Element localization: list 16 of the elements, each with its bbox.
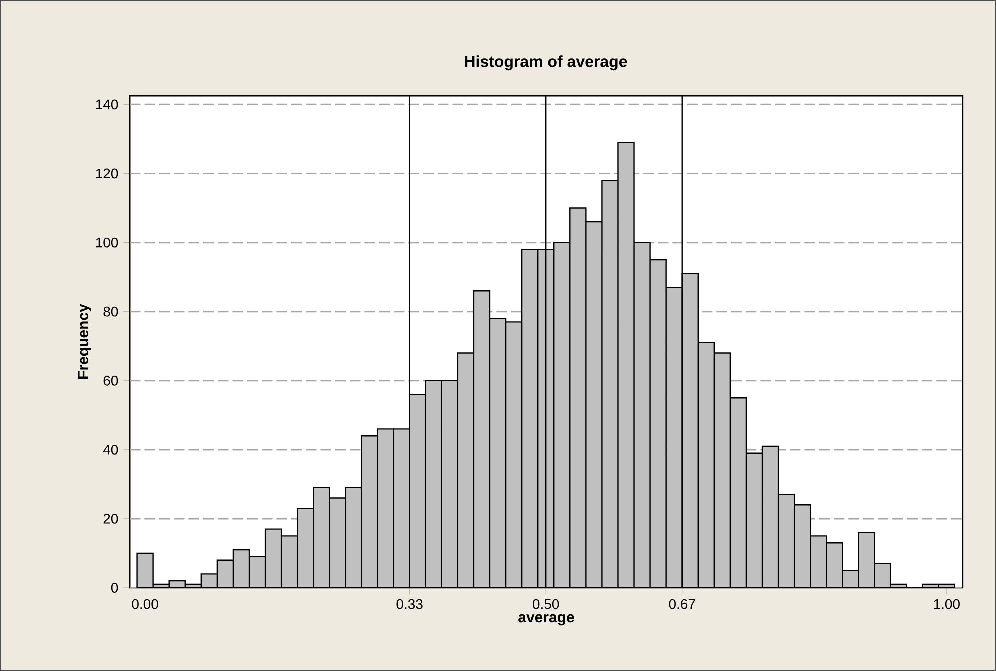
y-tick-label: 20 bbox=[104, 514, 118, 524]
y-tick-label: 80 bbox=[104, 306, 118, 317]
x-tick-label: 0.50 bbox=[533, 599, 560, 610]
chart-title: Histogram of average bbox=[465, 56, 628, 71]
y-tick-label: 60 bbox=[104, 376, 118, 386]
x-tick-label: 0.00 bbox=[132, 599, 158, 610]
x-tick-label: 0.67 bbox=[669, 599, 696, 610]
y-axis-title: Frequency bbox=[78, 304, 92, 379]
y-tick-label: 100 bbox=[96, 238, 118, 248]
x-axis-title: average bbox=[518, 614, 574, 626]
y-tick-label: 40 bbox=[103, 444, 118, 455]
y-tick-label: 140 bbox=[96, 100, 118, 110]
x-tick-label: 0.33 bbox=[396, 599, 423, 610]
x-tick-label: 1.00 bbox=[934, 599, 960, 610]
y-tick-label: 0 bbox=[111, 583, 118, 593]
y-tick-label: 120 bbox=[96, 168, 118, 179]
